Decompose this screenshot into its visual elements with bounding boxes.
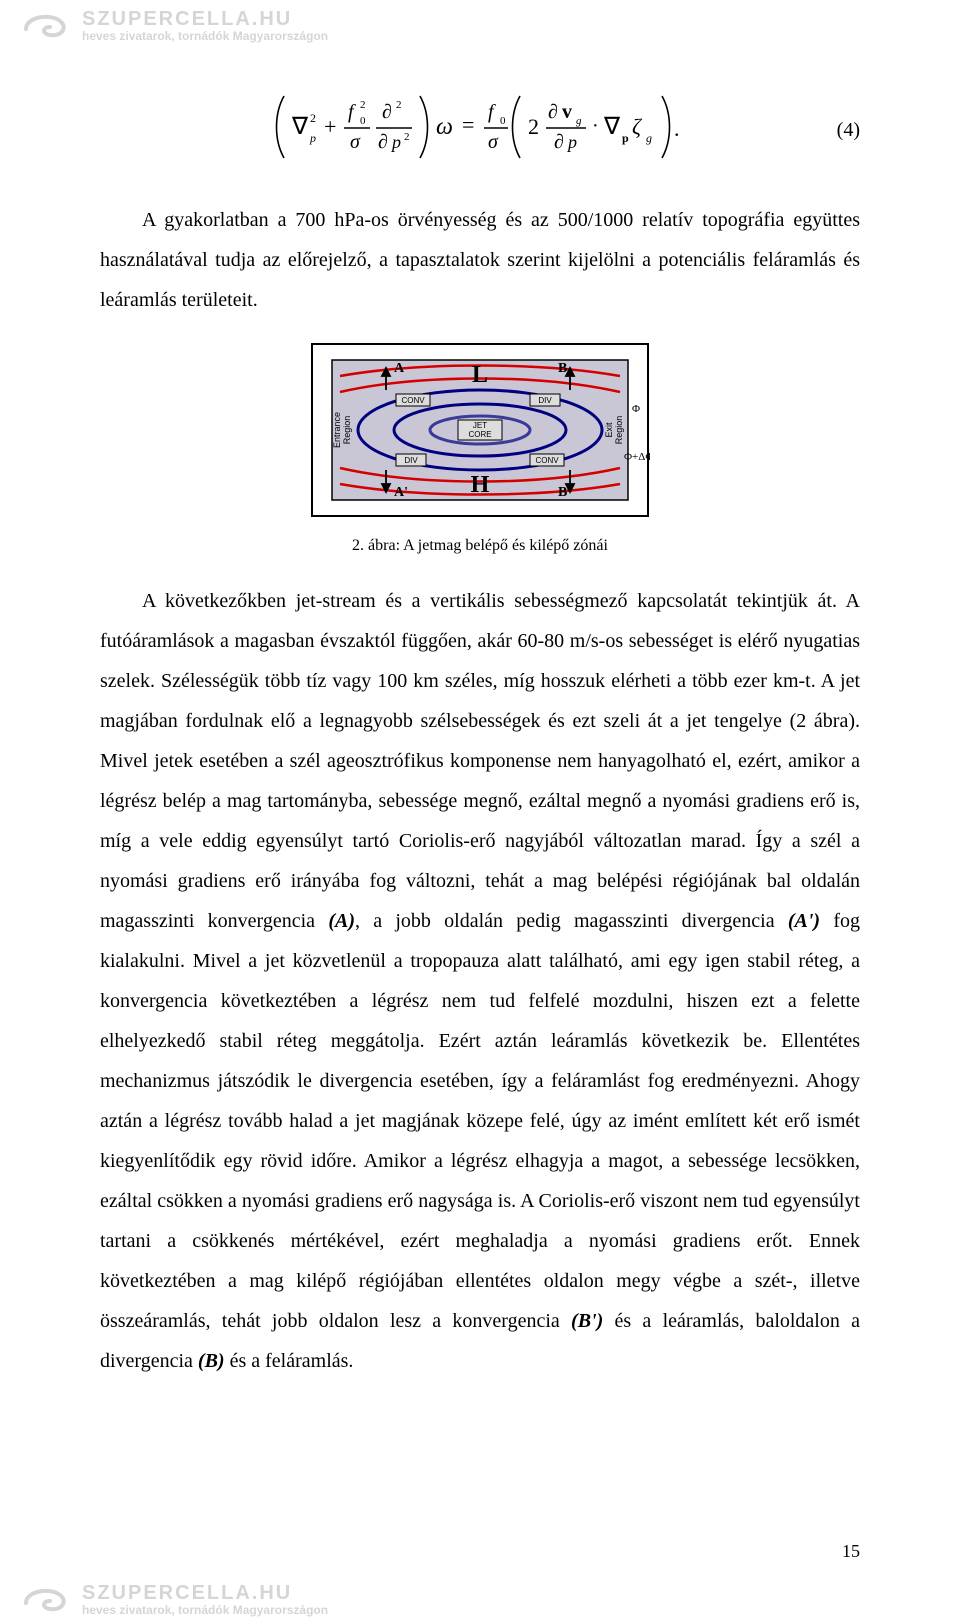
watermark-top: SZUPERCELLA.HU heves zivatarok, tornádók… (20, 8, 420, 43)
figure-caption: 2. ábra: A jetmag belépő és kilépő zónái (100, 537, 860, 555)
svg-text:p: p (566, 132, 577, 152)
svg-text:v: v (562, 101, 572, 123)
label-Ap: A' (394, 485, 408, 500)
svg-text:∂: ∂ (548, 101, 558, 123)
label-phi: Φ (632, 403, 640, 415)
svg-text:σ: σ (350, 131, 361, 153)
figure-2: JET CORE CONV DIV DIV CONV L H A B A' B' (100, 342, 860, 523)
svg-text:f: f (488, 101, 496, 123)
svg-text:2: 2 (396, 99, 402, 111)
svg-text:2: 2 (310, 111, 316, 125)
svg-text:+: + (324, 114, 336, 139)
label-A: A (394, 361, 405, 376)
watermark-site: SZUPERCELLA.HU (82, 1582, 328, 1605)
label-entrance2: Region (342, 416, 352, 445)
svg-text:∂: ∂ (554, 131, 564, 153)
label-exit1: Exit (604, 422, 614, 438)
label-entrance1: Entrance (332, 412, 342, 448)
label-conv-br: CONV (535, 456, 559, 465)
equation-number: (4) (837, 119, 860, 142)
label-div-tr: DIV (538, 396, 552, 405)
label-phidelta: Φ+ΔΦ (624, 451, 650, 463)
swirl-logo-icon (20, 1583, 72, 1617)
paragraph-1: A gyakorlatban a 700 hPa-os örvényesség … (100, 200, 860, 320)
svg-text:σ: σ (488, 131, 499, 153)
svg-text:p: p (309, 131, 316, 145)
label-core: CORE (468, 430, 491, 439)
equation-4: .mt { font-family:'Times New Roman',seri… (100, 90, 860, 170)
svg-text:f: f (348, 101, 356, 123)
svg-text:p: p (390, 132, 401, 152)
svg-text:∂: ∂ (382, 101, 392, 123)
svg-text:p: p (622, 131, 629, 145)
label-jet: JET (473, 421, 487, 430)
svg-text:g: g (576, 115, 582, 127)
svg-text:=: = (462, 112, 474, 137)
svg-text:·: · (592, 115, 599, 137)
label-conv-tl: CONV (401, 396, 425, 405)
watermark-site: SZUPERCELLA.HU (82, 8, 328, 31)
equation-svg: .mt { font-family:'Times New Roman',seri… (270, 90, 690, 170)
label-div-bl: DIV (404, 456, 418, 465)
svg-text:2: 2 (528, 114, 539, 139)
swirl-logo-icon (20, 9, 72, 43)
paragraph-2: A következőkben jet-stream és a vertikál… (100, 581, 860, 1381)
svg-text:g: g (646, 131, 652, 145)
watermark-tagline: heves zivatarok, tornádók Magyarországon (82, 1603, 328, 1617)
svg-text:∇: ∇ (291, 114, 309, 140)
label-exit2: Region (614, 416, 624, 445)
svg-text:ω: ω (436, 114, 453, 140)
watermark-tagline: heves zivatarok, tornádók Magyarországon (82, 29, 328, 43)
label-B: B (558, 361, 567, 376)
jet-diagram-icon: JET CORE CONV DIV DIV CONV L H A B A' B' (310, 342, 650, 518)
svg-text:0: 0 (500, 115, 506, 127)
page-number: 15 (842, 1541, 860, 1562)
label-L: L (472, 362, 488, 388)
svg-text:ζ: ζ (632, 114, 643, 139)
svg-text:2: 2 (404, 131, 410, 143)
page: SZUPERCELLA.HU heves zivatarok, tornádók… (0, 0, 960, 1622)
svg-text:.: . (674, 116, 680, 141)
watermark-bottom: SZUPERCELLA.HU heves zivatarok, tornádók… (20, 1582, 420, 1617)
svg-text:∂: ∂ (378, 131, 388, 153)
svg-text:∇: ∇ (603, 114, 621, 140)
watermark-text: SZUPERCELLA.HU heves zivatarok, tornádók… (82, 8, 328, 43)
svg-text:2: 2 (360, 99, 366, 111)
watermark-text: SZUPERCELLA.HU heves zivatarok, tornádók… (82, 1582, 328, 1617)
svg-text:0: 0 (360, 115, 366, 127)
label-H: H (471, 472, 490, 498)
